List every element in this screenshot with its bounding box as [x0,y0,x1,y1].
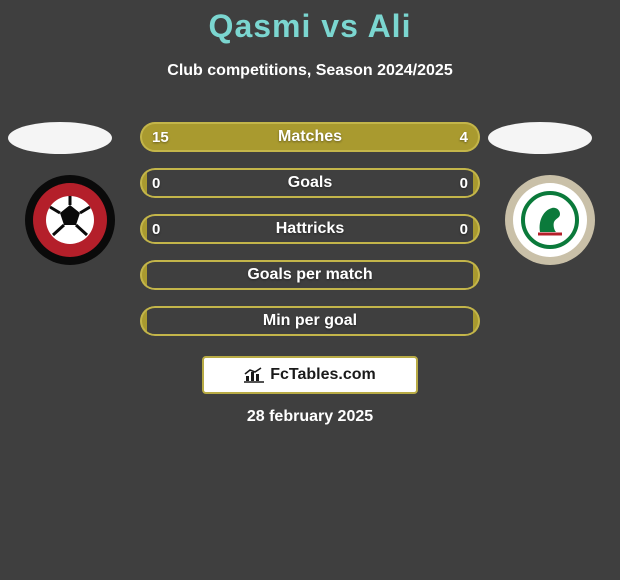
stat-label: Min per goal [140,306,480,336]
stat-row: Hattricks0 0 [140,214,480,244]
club-badge-left-inner [33,183,107,257]
stat-value-left: 0 [152,214,160,244]
stats-bars: Matches154Goals00Hattricks00Goals per ma… [140,122,480,352]
stat-row: Min per goal [140,306,480,336]
watermark: FcTables.com [202,356,418,394]
stat-value-left: 15 [152,122,169,152]
stat-value-left: 0 [152,168,160,198]
date-line: 28 february 2025 [0,408,620,426]
stat-row: Goals per match [140,260,480,290]
page-title: Qasmi vs Ali [0,8,620,45]
stat-label: Goals per match [140,260,480,290]
stat-value-right: 0 [460,168,468,198]
stat-row: Goals0 0 [140,168,480,198]
ball-icon [43,193,97,247]
stat-label: Matches [140,122,480,152]
stat-label: Hattricks [140,214,480,244]
stat-label: Goals [140,168,480,198]
player-avatar-right [488,122,592,154]
stat-value-right: 4 [460,122,468,152]
chart-icon [244,367,264,383]
stat-value-right: 0 [460,214,468,244]
comparison-card: Qasmi vs Ali Club competitions, Season 2… [0,0,620,580]
subtitle: Club competitions, Season 2024/2025 [0,62,620,80]
club-badge-left [25,175,115,265]
watermark-text: FcTables.com [270,366,376,384]
club-badge-right-inner [513,183,587,257]
horse-icon [520,190,580,250]
stat-row: Matches15 4 [140,122,480,152]
player-avatar-left [8,122,112,154]
club-badge-right [505,175,595,265]
